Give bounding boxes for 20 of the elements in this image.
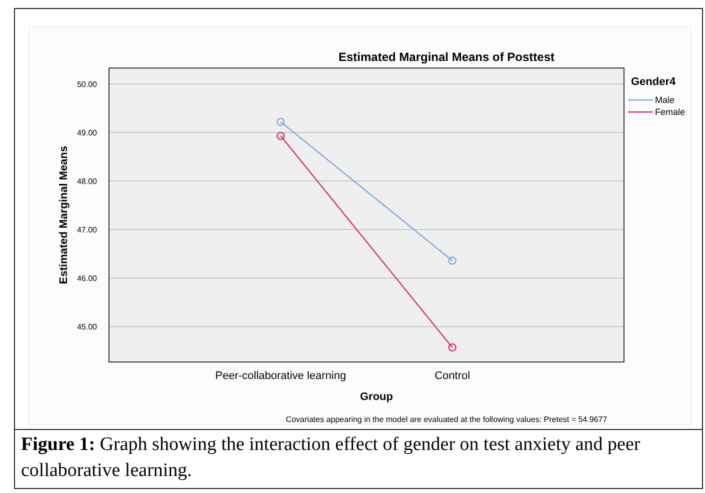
point (448, 343, 456, 352)
point (276, 118, 285, 126)
point (448, 256, 456, 265)
y-tick-label: 49.00 (76, 128, 98, 138)
x-axis-title: Group (360, 391, 394, 403)
y-tick-label: 48.00 (76, 176, 98, 186)
x-tick-label: Control (434, 370, 470, 382)
y-axis-title: Estimated Marginal Means (58, 146, 70, 284)
y-tick-label: 45.00 (76, 322, 98, 332)
caption: Figure 1: Graph showing the interaction effect of gender on test anxiety and peer collaborative learning. (15, 429, 702, 488)
legend-label: Female (655, 107, 686, 118)
y-tick-label: 50.00 (76, 80, 98, 89)
y-tick-label: 46.00 (76, 274, 98, 283)
text: Covariates appearing in the model are evaluated at the following values: Pretest = 54.9677 (286, 415, 608, 424)
legend-label: Male (655, 95, 675, 106)
legend-title: Gender4 (631, 76, 677, 88)
x-tick-label: Peer-collaborative learning (215, 370, 346, 382)
y-tick-label: 47.00 (76, 225, 98, 234)
point (276, 132, 285, 140)
chart-title: Estimated Marginal Means of Posttest (338, 50, 555, 64)
